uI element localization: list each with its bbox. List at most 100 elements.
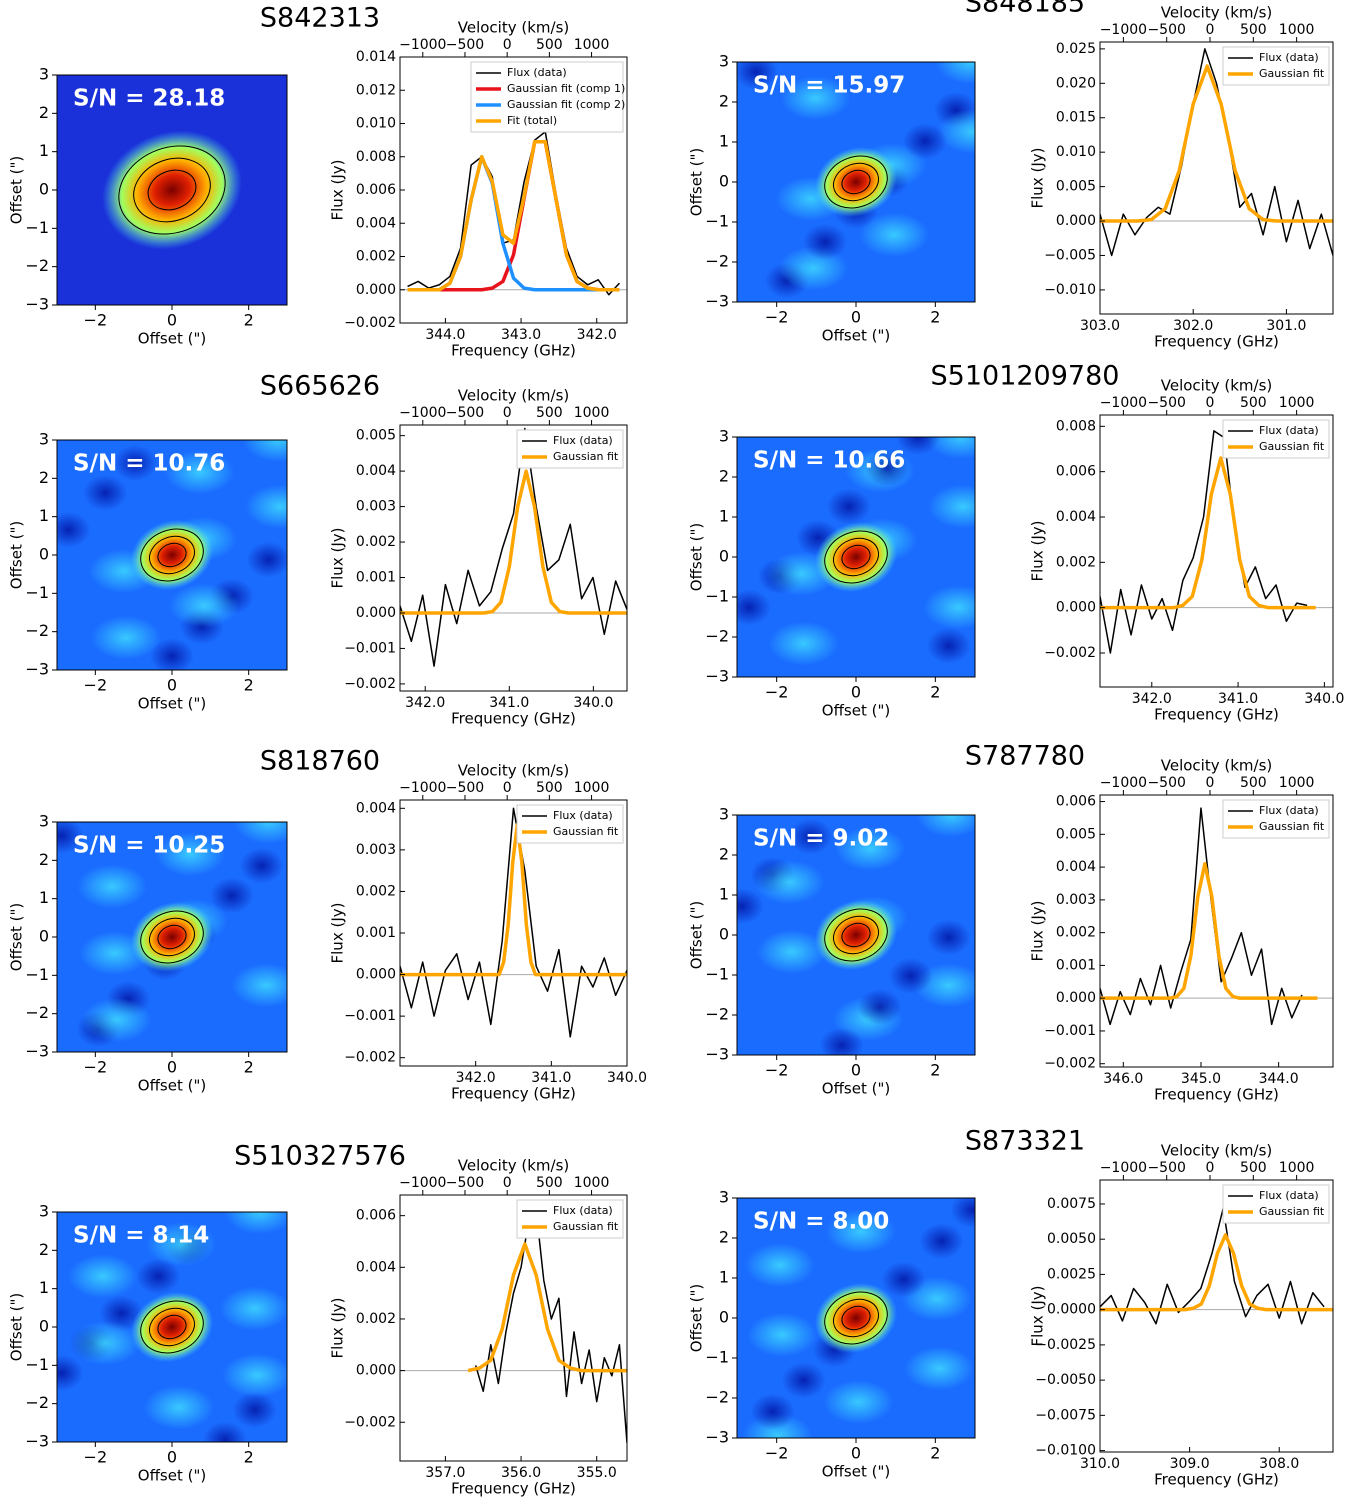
legend-label: Gaussian fit — [1259, 67, 1325, 80]
v-tick-label: 1000 — [574, 405, 610, 421]
map-patch — [756, 929, 827, 974]
map-y-tick-label: 1 — [719, 132, 729, 151]
v-tick-label: 0 — [503, 780, 512, 796]
spectrum-panel: S665626 342.0 341.0 340.0 −0.002 −0.001 0.000 0… — [260, 371, 628, 728]
y-tick-label: 0.0000 — [1047, 1302, 1096, 1318]
x-tick-label: 303.0 — [1080, 318, 1120, 334]
map-source — [102, 130, 242, 250]
map-y-tick-label: 3 — [719, 805, 729, 824]
legend: Flux (data) Gaussian fit — [516, 1199, 624, 1239]
v-tick-label: 1000 — [1279, 22, 1315, 38]
map-x-tick-label: 0 — [851, 1061, 861, 1080]
map-contour — [140, 910, 204, 964]
map-x-tick-label: 0 — [167, 1448, 177, 1467]
fit-line — [467, 1242, 627, 1373]
plot-area — [400, 427, 627, 667]
map-x-label: Offset (") — [822, 1463, 890, 1481]
v-tick-label: −1000 — [399, 780, 446, 796]
legend-label: Gaussian fit — [553, 1220, 619, 1233]
map-contour — [841, 169, 871, 195]
v-tick-label: 0 — [1206, 395, 1215, 411]
map-image — [57, 440, 287, 670]
legend: Flux (data) Gaussian fit — [1222, 1184, 1330, 1224]
x-tick-label: 341.0 — [1218, 691, 1258, 707]
map-patch — [155, 832, 226, 877]
map-y-tick-label: 0 — [39, 927, 49, 946]
v-tick-label: 500 — [1240, 775, 1267, 791]
map-x-label: Offset (") — [138, 1467, 206, 1485]
map-x-tick-label: −2 — [84, 311, 108, 330]
legend-label: Flux (data) — [553, 809, 613, 822]
map-patch — [232, 1391, 277, 1428]
v-tick-label: −500 — [1147, 1160, 1185, 1176]
map-panel: −2 0 2 −3 −2 −1 0 1 2 3 Offset (") Offset (") S/N = … — [8, 65, 288, 348]
y-tick-label: 0.000 — [356, 282, 396, 298]
map-panel: −2 0 2 −3 −2 −1 0 1 2 3 Offset (") Offset (") S/N = … — [688, 427, 976, 720]
map-contour — [140, 1300, 204, 1354]
map-y-tick-label: 1 — [39, 1278, 49, 1297]
map-patch — [245, 484, 287, 529]
y-tick-label: 0.000 — [356, 967, 396, 983]
map-x-tick-label: 0 — [851, 683, 861, 702]
map-y-tick-label: 1 — [719, 1268, 729, 1287]
map-x-tick-label: −2 — [765, 1061, 789, 1080]
x-tick-label: 341.0 — [489, 695, 529, 711]
map-x-tick-label: 0 — [167, 676, 177, 695]
map-y-tick-label: 0 — [39, 545, 49, 564]
map-patch — [819, 1027, 864, 1055]
x-tick-label: 342.0 — [1132, 691, 1172, 707]
v-axis-label: Velocity (km/s) — [458, 19, 569, 37]
y-tick-label: 0.000 — [1056, 990, 1096, 1006]
x-axis-label: Frequency (GHz) — [451, 1085, 576, 1103]
y-tick-label: 0.005 — [1056, 826, 1096, 842]
map-y-tick-label: 3 — [719, 1188, 729, 1207]
x-tick-label: 344.0 — [1259, 1071, 1299, 1087]
map-image — [737, 62, 975, 302]
data-line — [1100, 430, 1308, 654]
legend-label: Flux (data) — [1259, 51, 1319, 64]
y-axis-label: Flux (Jy) — [1029, 521, 1047, 582]
panel-title: S665626 — [260, 371, 380, 402]
legend: Flux (data) Gaussian fit — [516, 804, 624, 844]
y-tick-label: 0.000 — [356, 1363, 396, 1379]
map-patch — [164, 450, 235, 495]
x-axis-label: Frequency (GHz) — [1154, 706, 1279, 724]
spectrum-panel: S818760 342.0 341.0 340.0 −0.002 −0.001 0.000 0… — [260, 746, 647, 1103]
v-tick-label: 500 — [1240, 395, 1267, 411]
map-patch — [825, 1209, 896, 1254]
map-patch — [113, 445, 158, 481]
v-tick-label: 0 — [503, 405, 512, 421]
map-x-tick-label: 2 — [244, 1448, 254, 1467]
y-tick-label: 0.004 — [1056, 859, 1096, 875]
y-tick-label: 0.001 — [356, 570, 396, 586]
y-axis-label: Flux (Jy) — [1029, 1286, 1047, 1347]
y-tick-label: 0.015 — [1056, 110, 1096, 126]
map-patch — [857, 989, 902, 1025]
map-y-tick-label: −3 — [25, 295, 49, 314]
map-patch — [150, 638, 194, 670]
map-patch — [91, 615, 161, 660]
y-tick-label: −0.0075 — [1035, 1407, 1096, 1423]
legend-box — [516, 804, 624, 844]
map-y-label: Offset (") — [8, 521, 26, 589]
map-y-tick-label: 1 — [39, 888, 49, 907]
map-patch — [224, 1212, 287, 1234]
legend-label: Gaussian fit (comp 1) — [507, 82, 625, 95]
map-patch — [81, 997, 152, 1042]
x-tick-label: 301.0 — [1266, 318, 1306, 334]
map-contour — [824, 908, 888, 962]
v-tick-label: 500 — [1240, 22, 1267, 38]
map-patch — [231, 963, 287, 1008]
map-y-tick-label: 1 — [719, 507, 729, 526]
map-panel: −2 0 2 −3 −2 −1 0 1 2 3 Offset (") Offset (") S/N = … — [688, 1188, 976, 1481]
map-x-tick-label: −2 — [84, 676, 108, 695]
map-x-label: Offset (") — [138, 330, 206, 348]
map-patch — [937, 109, 975, 154]
x-tick-label: 340.0 — [607, 1070, 647, 1086]
x-tick-label: 346.0 — [1103, 1071, 1143, 1087]
map-x-tick-label: 2 — [244, 1058, 254, 1077]
data-line — [1100, 807, 1303, 1026]
v-tick-label: 500 — [536, 37, 563, 53]
v-axis-label: Velocity (km/s) — [1161, 377, 1272, 395]
